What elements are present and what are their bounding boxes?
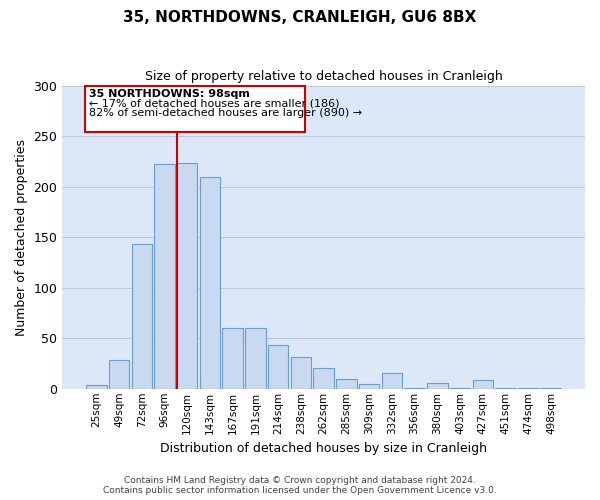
Bar xyxy=(382,372,402,389)
Bar xyxy=(268,346,289,389)
Bar xyxy=(359,384,379,389)
Bar xyxy=(200,176,220,389)
Bar xyxy=(518,388,539,389)
X-axis label: Distribution of detached houses by size in Cranleigh: Distribution of detached houses by size … xyxy=(160,442,487,455)
FancyBboxPatch shape xyxy=(85,86,305,132)
Bar xyxy=(450,388,470,389)
Text: 82% of semi-detached houses are larger (890) →: 82% of semi-detached houses are larger (… xyxy=(89,108,362,118)
Bar xyxy=(313,368,334,389)
Bar xyxy=(131,244,152,389)
Bar xyxy=(154,164,175,389)
Bar xyxy=(177,164,197,389)
Bar xyxy=(86,384,107,389)
Title: Size of property relative to detached houses in Cranleigh: Size of property relative to detached ho… xyxy=(145,70,503,83)
Bar xyxy=(541,388,561,389)
Bar xyxy=(496,388,516,389)
Text: 35, NORTHDOWNS, CRANLEIGH, GU6 8BX: 35, NORTHDOWNS, CRANLEIGH, GU6 8BX xyxy=(124,10,476,25)
Bar xyxy=(427,382,448,389)
Bar xyxy=(404,388,425,389)
Y-axis label: Number of detached properties: Number of detached properties xyxy=(15,138,28,336)
Text: 35 NORTHDOWNS: 98sqm: 35 NORTHDOWNS: 98sqm xyxy=(89,88,250,99)
Bar xyxy=(245,328,266,389)
Bar xyxy=(109,360,129,389)
Bar xyxy=(336,378,356,389)
Text: Contains HM Land Registry data © Crown copyright and database right 2024.
Contai: Contains HM Land Registry data © Crown c… xyxy=(103,476,497,495)
Bar xyxy=(290,358,311,389)
Bar xyxy=(473,380,493,389)
Bar xyxy=(223,328,243,389)
Text: ← 17% of detached houses are smaller (186): ← 17% of detached houses are smaller (18… xyxy=(89,98,340,108)
